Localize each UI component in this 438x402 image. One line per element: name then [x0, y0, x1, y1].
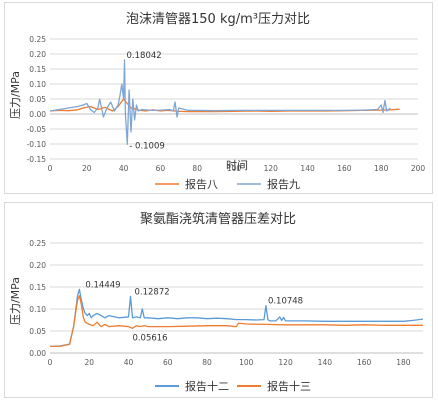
x-tick-label: 0 — [48, 164, 53, 173]
chart-title: 聚氨酯浇筑清管器压差对比 — [140, 211, 296, 227]
legend: 报告十二 报告十三 — [155, 379, 311, 393]
x-tick-label: 80 — [192, 164, 202, 173]
x-tick-label: 40 — [124, 358, 134, 367]
grid-lines — [50, 242, 423, 354]
x-tick-label: 200 — [411, 164, 426, 173]
data-label: 0.12872 — [134, 287, 169, 297]
y-tick-label: 0.20 — [29, 261, 46, 270]
y-tick-label: 0.15 — [29, 283, 46, 292]
data-label: 0.18042 — [127, 51, 162, 61]
x-tick-label: 180 — [396, 358, 411, 367]
chart-title: 泡沫清管器150 kg/m³压力对比 — [126, 12, 310, 27]
line-chart-pu-pig: 聚氨酯浇筑清管器压差对比 压力/MPa 0.00 0.05 0.10 0.15 0.20… — [9, 211, 424, 393]
x-tick-labels: 0 20 40 60 80 100 120 140 160 180 — [48, 358, 411, 367]
x-tick-label: 160 — [337, 164, 352, 173]
legend-label-series-2: 报告九 — [267, 177, 300, 191]
data-annotations: 0.18042 - 0.1009 — [127, 51, 165, 151]
x-tick-label: 60 — [156, 164, 166, 173]
y-axis-label: 压力/MPa — [9, 277, 22, 325]
data-label: 0.05616 — [132, 333, 167, 343]
chart-panel-foam-pig: 泡沫清管器150 kg/m³压力对比 压力/MPa 时间 -0.15 -0.10-… — [4, 2, 433, 194]
data-label: 0.14449 — [85, 280, 120, 290]
y-tick-label: 0.00 — [29, 349, 46, 358]
x-axis-label: 时间 — [226, 159, 248, 172]
series-line-2 — [50, 295, 423, 348]
y-tick-label: 0.20 — [29, 50, 46, 59]
line-chart-foam-pig: 泡沫清管器150 kg/m³压力对比 压力/MPa 时间 -0.15-0.10-… — [9, 12, 426, 191]
series-line-2 — [49, 59, 391, 145]
chart-panel-pu-pig: 聚氨酯浇筑清管器压差对比 压力/MPa 0.00 0.05 0.10 0.15 0.20… — [4, 202, 433, 398]
x-tick-label: 0 — [48, 358, 53, 367]
legend-label-series-2: 报告十三 — [267, 379, 311, 393]
y-tick-label: 0.05 — [29, 327, 46, 336]
y-tick-labels: 0.00 0.05 0.10 0.15 0.20 0.25 — [29, 239, 46, 358]
y-axis-label: 压力/MPa — [9, 71, 22, 119]
y-tick-label: 0.15 — [29, 65, 46, 74]
y-tick-label: -0.05 — [27, 125, 47, 134]
x-tick-label: 20 — [84, 358, 94, 367]
x-tick-label: 60 — [163, 358, 173, 367]
legend-label-series-1: 报告十二 — [185, 379, 229, 393]
x-tick-label: 100 — [227, 164, 242, 173]
y-tick-label: 0.10 — [29, 80, 46, 89]
data-annotations: 0.14449 0.12872 0.05616 0.10748 — [85, 280, 303, 343]
x-tick-label: 140 — [300, 164, 315, 173]
series-lines — [49, 59, 400, 145]
x-tick-label: 120 — [264, 164, 279, 173]
y-tick-label: 0.10 — [29, 305, 46, 314]
y-tick-label: -0.10 — [27, 140, 47, 149]
y-tick-labels: -0.15 -0.10 -0.05 0.00 0.05 0.10 0.15 0.20 0.25 — [27, 35, 47, 164]
y-tick-label: 0.05 — [29, 95, 46, 104]
y-tick-label: 0.00 — [29, 110, 46, 119]
series-lines — [49, 288, 424, 348]
legend-label-series-1: 报告八 — [185, 177, 218, 191]
x-tick-label: 160 — [357, 358, 372, 367]
grid-lines — [50, 38, 418, 160]
data-label: - 0.1009 — [129, 141, 165, 151]
data-label: 0.10748 — [268, 297, 303, 307]
x-tick-label: 40 — [119, 164, 129, 173]
x-tick-label: 100 — [239, 358, 254, 367]
x-tick-label: 20 — [82, 164, 92, 173]
y-tick-label: 0.25 — [29, 239, 46, 248]
x-tick-label: 120 — [278, 358, 293, 367]
series-line-1 — [49, 288, 424, 348]
x-tick-labels: 0 20 40 60 80 100 120 140 160 180 200 — [48, 164, 426, 173]
y-tick-label: -0.15 — [27, 155, 47, 164]
y-tick-label: 0.25 — [29, 35, 46, 44]
x-tick-label: 180 — [374, 164, 389, 173]
x-tick-label: 140 — [318, 358, 333, 367]
x-tick-label: 80 — [202, 358, 212, 367]
legend: 报告八 报告九 — [155, 177, 300, 191]
